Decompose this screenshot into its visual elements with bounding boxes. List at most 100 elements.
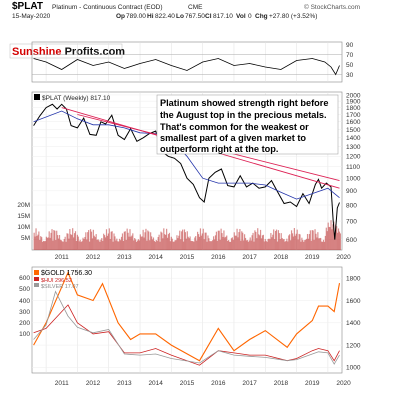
volume-bar	[65, 241, 67, 250]
price-tick-label: 1800	[346, 105, 361, 112]
indicator-tick-label: 30	[346, 72, 354, 79]
stockcharts-watermark: © StockCharts.com	[304, 3, 360, 11]
indicator-tick-label: 90	[346, 42, 354, 49]
volume-bar	[233, 232, 235, 250]
volume-bar	[127, 232, 129, 250]
svg-text:Op: Op	[116, 13, 125, 20]
volume-bar	[135, 241, 138, 250]
volume-bar	[174, 240, 176, 250]
volume-bar	[93, 235, 95, 250]
volume-bar	[313, 239, 315, 250]
annotation-box: Platinum showed strength right before th…	[156, 94, 339, 155]
volume-bar	[222, 236, 224, 250]
volume-bar	[234, 235, 236, 250]
volume-bar	[94, 237, 96, 250]
volume-bar	[278, 233, 280, 250]
volume-bar	[142, 229, 144, 250]
volume-bar	[128, 236, 130, 250]
volume-bar	[135, 239, 137, 250]
comparison-left-tick-label: 500	[19, 286, 30, 293]
volume-bar	[148, 231, 150, 250]
volume-bar	[208, 238, 210, 250]
volume-bar	[254, 230, 256, 250]
price-tick-label: 1500	[346, 127, 361, 134]
year-label-2017: 2017	[242, 254, 257, 261]
volume-bar	[131, 235, 133, 250]
volume-bar	[57, 235, 59, 250]
volume-bar	[194, 237, 196, 250]
volume-bar	[258, 234, 260, 250]
volume-bar	[74, 231, 77, 250]
volume-bar	[244, 237, 247, 250]
price-tick-label: 1700	[346, 112, 361, 119]
volume-bar	[171, 238, 173, 250]
volume-bar	[236, 228, 238, 250]
volume-bar	[245, 240, 248, 250]
year-label-2015: 2015	[180, 254, 195, 261]
volume-bar	[288, 235, 290, 250]
volume-bar	[335, 224, 337, 250]
volume-bar	[291, 233, 294, 250]
volume-bar	[81, 241, 83, 250]
volume-bar	[284, 241, 286, 250]
volume-bar	[256, 238, 258, 250]
volume-bar	[77, 236, 79, 250]
volume-bar	[209, 241, 211, 250]
volume-bar	[275, 229, 278, 250]
volume-bar	[229, 241, 232, 250]
volume-bar	[274, 230, 277, 250]
volume-bar	[62, 241, 64, 250]
volume-bar	[276, 241, 279, 250]
volume-bar	[247, 241, 249, 250]
volume-bar	[251, 235, 253, 250]
volume-bar	[33, 232, 35, 250]
volume-bar	[310, 240, 312, 250]
volume-bar	[150, 236, 153, 250]
volume-bar	[79, 239, 81, 250]
volume-bar	[239, 229, 241, 250]
volume-bar	[132, 233, 134, 250]
price-tick-label: 1400	[346, 135, 361, 142]
annotation-line-1: Platinum showed strength right before	[160, 98, 328, 108]
volume-bar	[57, 238, 60, 250]
volume-bar	[84, 236, 86, 250]
volume-bar	[48, 231, 50, 250]
volume-bar	[44, 241, 47, 250]
volume-bar	[40, 236, 42, 250]
volume-bar	[125, 239, 127, 250]
volume-bar	[242, 232, 244, 250]
volume-bar	[138, 240, 140, 250]
indicator-tick-label: 50	[346, 62, 354, 69]
quote-close: 817.10	[213, 13, 233, 20]
volume-bar	[43, 241, 46, 250]
volume-bar	[260, 238, 263, 250]
volume-bar	[109, 238, 111, 250]
volume-bar	[336, 232, 339, 250]
price-tick-label: 2000	[346, 92, 361, 99]
volume-bar	[322, 239, 325, 250]
volume-bar	[139, 234, 141, 250]
volume-bar	[112, 241, 114, 250]
volume-bar	[165, 234, 167, 250]
comparison-right-tick-label: 1600	[346, 298, 361, 305]
year-label-2019: 2019	[305, 254, 320, 261]
volume-bar	[192, 241, 194, 250]
volume-bar	[265, 240, 267, 250]
volume-bar	[129, 229, 131, 250]
volume-bar	[228, 241, 231, 250]
volume-bar	[323, 241, 326, 250]
volume-bar	[73, 233, 76, 250]
volume-bar	[144, 232, 146, 250]
indicator-line	[33, 58, 340, 76]
price-tick-label: 1600	[346, 119, 361, 126]
price-tick-label: 1200	[346, 154, 361, 161]
volume-bar	[259, 235, 261, 250]
volume-bar	[136, 240, 139, 250]
volume-bar	[170, 236, 172, 250]
volume-bar	[186, 231, 188, 250]
volume-bar	[336, 226, 338, 250]
volume-bar	[122, 240, 125, 250]
volume-bar	[328, 226, 330, 250]
volume-bar	[314, 229, 316, 250]
